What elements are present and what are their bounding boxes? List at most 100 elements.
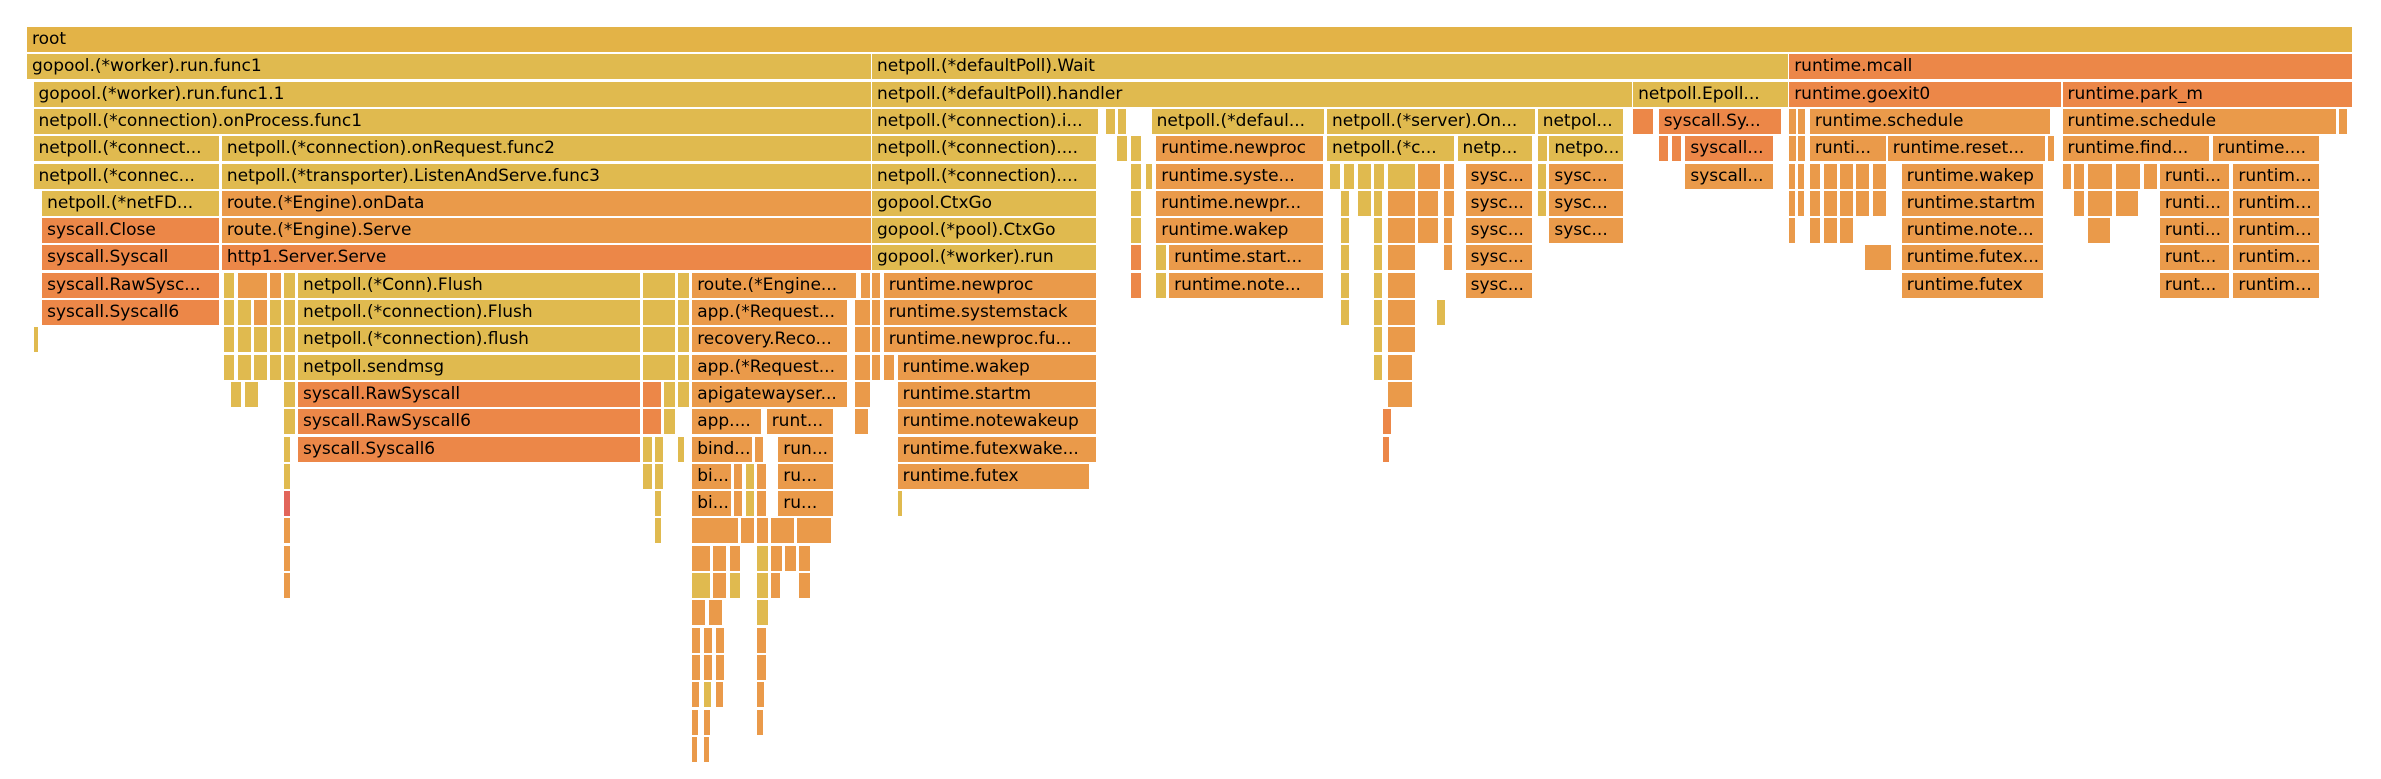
flame-frame[interactable]: ru... [778, 463, 835, 490]
flame-frame[interactable] [1658, 136, 1670, 163]
flame-frame[interactable] [729, 545, 742, 572]
flame-frame[interactable] [1798, 190, 1806, 217]
flame-frame[interactable] [284, 436, 291, 463]
flame-frame[interactable] [757, 600, 769, 627]
flame-frame[interactable]: runtime.syste... [1156, 163, 1324, 190]
flame-frame[interactable] [284, 327, 296, 354]
flame-frame[interactable] [2115, 190, 2139, 217]
flame-frame[interactable]: runtime.... [2233, 163, 2320, 190]
flame-frame[interactable]: runtime.... [2233, 245, 2320, 272]
flame-frame[interactable]: syscall.RawSysc... [42, 272, 220, 299]
flame-frame[interactable] [703, 709, 711, 736]
flame-frame[interactable] [1130, 218, 1143, 245]
flame-frame[interactable] [785, 545, 797, 572]
flame-frame[interactable]: runtime.wakep [897, 354, 1097, 381]
flame-frame[interactable]: netpoll.(*defaul... [1151, 108, 1326, 135]
flame-frame[interactable]: netpoll.(*Conn).Flush [298, 272, 642, 299]
flame-frame[interactable] [1840, 163, 1855, 190]
flame-frame[interactable] [2115, 163, 2142, 190]
flame-frame[interactable] [799, 545, 811, 572]
flame-frame[interactable] [678, 272, 690, 299]
flame-frame[interactable] [1537, 163, 1547, 190]
flame-frame[interactable] [643, 300, 676, 326]
flame-frame[interactable]: runt... [2159, 245, 2231, 272]
flame-frame[interactable]: sysc... [1465, 245, 1534, 272]
flame-frame[interactable]: gopool.(*worker).run.func1 [27, 54, 872, 81]
flame-frame[interactable] [237, 354, 252, 381]
flame-frame[interactable] [230, 381, 243, 408]
flame-frame[interactable] [223, 300, 236, 326]
flame-frame[interactable] [643, 463, 653, 490]
flame-frame[interactable]: runtime.futexwake... [897, 436, 1097, 463]
flame-frame[interactable] [1373, 245, 1384, 272]
flame-frame[interactable] [855, 354, 872, 381]
flame-frame[interactable]: gopool.(*worker).run.func1.1 [33, 81, 872, 108]
flame-frame[interactable]: runtime.notewakeup [897, 409, 1097, 436]
flame-frame[interactable]: syscall.Syscall6 [298, 436, 642, 463]
flame-frame[interactable]: ru... [778, 491, 835, 518]
flame-frame[interactable] [757, 654, 767, 681]
flame-frame[interactable] [855, 327, 872, 354]
flame-frame[interactable]: netpoll.(*connection).... [872, 136, 1097, 163]
flame-frame[interactable]: runtime.schedule [2062, 108, 2337, 135]
flame-frame[interactable]: runtime.wakep [1156, 218, 1324, 245]
flame-frame[interactable] [664, 409, 676, 436]
flame-frame[interactable]: sysc... [1465, 190, 1534, 217]
flame-frame[interactable]: runti... [2159, 163, 2231, 190]
flame-frame[interactable] [1387, 272, 1416, 299]
flame-frame[interactable] [771, 518, 795, 545]
flame-frame[interactable] [1840, 190, 1855, 217]
flame-frame[interactable] [1823, 218, 1838, 245]
flame-frame[interactable] [855, 300, 872, 326]
flame-frame[interactable] [253, 300, 268, 326]
flame-frame[interactable] [1383, 436, 1391, 463]
flame-frame[interactable]: runtime.goexit0 [1789, 81, 2063, 108]
flame-frame[interactable]: runtime.startm [897, 381, 1097, 408]
flame-frame[interactable]: sysc... [1549, 190, 1625, 217]
flame-frame[interactable]: netpoll.sendmsg [298, 354, 642, 381]
flame-frame[interactable] [678, 436, 686, 463]
flame-frame[interactable] [643, 436, 653, 463]
flame-frame[interactable] [1373, 163, 1386, 190]
flame-frame[interactable]: sysc... [1465, 272, 1534, 299]
flame-frame[interactable] [223, 354, 236, 381]
flame-frame[interactable] [1872, 190, 1887, 217]
flame-frame[interactable] [703, 682, 712, 709]
flame-frame[interactable] [270, 272, 282, 299]
flame-frame[interactable]: route.(*Engine).onData [221, 190, 872, 217]
flame-frame[interactable] [284, 409, 296, 436]
flame-frame[interactable] [1789, 190, 1797, 217]
flame-frame[interactable] [757, 682, 766, 709]
flame-frame[interactable]: netpoll.(*connection).onRequest.func2 [221, 136, 872, 163]
flame-frame[interactable] [1443, 218, 1453, 245]
flame-frame[interactable] [1383, 409, 1393, 436]
flame-frame[interactable] [2338, 108, 2348, 135]
flame-frame[interactable] [771, 545, 783, 572]
flame-frame[interactable] [1789, 218, 1797, 245]
flame-frame[interactable] [643, 354, 676, 381]
flame-frame[interactable]: sysc... [1549, 163, 1625, 190]
flame-frame[interactable]: route.(*Engine... [692, 272, 858, 299]
flame-frame[interactable] [771, 573, 781, 599]
flame-frame[interactable] [703, 627, 714, 654]
flame-frame[interactable]: runti... [2159, 190, 2231, 217]
flame-frame[interactable] [757, 463, 767, 490]
flame-frame[interactable] [237, 300, 252, 326]
flame-frame[interactable] [1809, 218, 1822, 245]
flame-frame[interactable] [284, 300, 296, 326]
flame-frame[interactable]: runti... [1809, 136, 1887, 163]
flame-frame[interactable]: runtime.note... [1169, 272, 1324, 299]
flame-frame[interactable] [1130, 245, 1143, 272]
flame-frame[interactable] [270, 327, 282, 354]
flame-frame[interactable]: runti... [2159, 218, 2231, 245]
flame-frame[interactable] [745, 463, 755, 490]
flame-frame[interactable] [284, 272, 296, 299]
flame-frame[interactable]: syscall.RawSyscall6 [298, 409, 642, 436]
flame-frame[interactable]: netpoll.(*connection).i... [872, 108, 1100, 135]
flame-frame[interactable] [860, 272, 872, 299]
flame-frame[interactable] [757, 627, 767, 654]
flame-frame[interactable] [678, 381, 690, 408]
flame-frame[interactable]: syscall.Close [42, 218, 220, 245]
flame-frame[interactable] [643, 409, 662, 436]
flame-frame[interactable]: netpoll.(*transporter).ListenAndServe.fu… [221, 163, 872, 190]
